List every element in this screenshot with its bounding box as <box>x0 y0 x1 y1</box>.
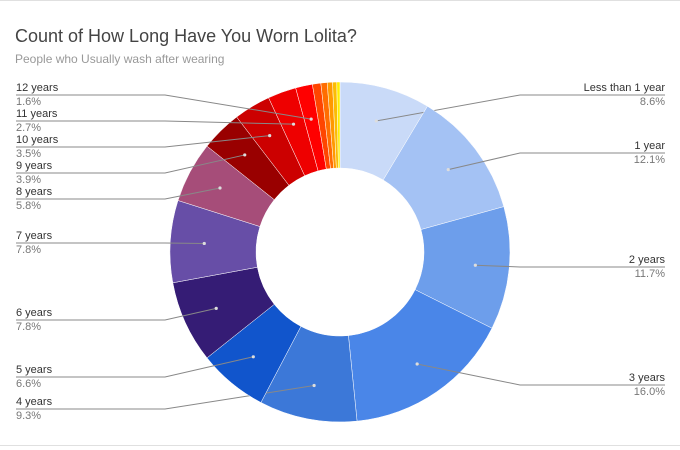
slice-label: 10 years <box>16 134 59 146</box>
slice-percent: 3.5% <box>16 148 41 160</box>
leader-line <box>16 307 217 321</box>
slice-percent: 11.7% <box>635 268 666 280</box>
slice-label: Less than 1 year <box>584 82 666 94</box>
slice-percent: 2.7% <box>16 122 41 134</box>
leader-dot <box>415 362 419 366</box>
slice-percent: 7.8% <box>16 321 41 333</box>
leader-dot <box>214 306 218 310</box>
leader-line <box>16 120 294 125</box>
leader-dot <box>309 117 313 121</box>
slice-percent: 5.8% <box>16 200 41 212</box>
slice-percent: 9.3% <box>16 410 41 422</box>
leader-line <box>16 356 254 378</box>
slice-label: 4 years <box>16 396 53 408</box>
chart-subtitle: People who Usually wash after wearing <box>15 52 224 66</box>
slice-percent: 8.6% <box>640 96 665 108</box>
slice-label: 6 years <box>16 307 53 319</box>
chart-title: Count of How Long Have You Worn Lolita? <box>15 26 357 46</box>
slice-percent: 16.0% <box>634 386 665 398</box>
leader-line <box>448 152 665 171</box>
leader-dot <box>312 383 316 388</box>
slice-label: 5 years <box>16 364 53 376</box>
slice-label: 2 years <box>629 254 666 266</box>
slice-label: 11 years <box>16 108 58 120</box>
slice-label: 3 years <box>629 372 666 384</box>
leader-line <box>16 94 312 120</box>
leader-line <box>417 363 665 386</box>
leader-dot <box>268 133 272 138</box>
leader-dot <box>291 122 296 126</box>
leader-dot <box>218 186 222 190</box>
slice-percent: 3.9% <box>16 174 41 186</box>
slice-label: 1 year <box>634 140 665 152</box>
slice-percent: 7.8% <box>16 244 41 256</box>
slice-label: 9 years <box>16 160 53 172</box>
leader-dot <box>202 241 206 246</box>
leader-dot <box>251 355 255 359</box>
leader-dot <box>473 263 477 267</box>
slice-label: 12 years <box>16 82 59 94</box>
slice-percent: 12.1% <box>634 154 665 166</box>
leader-line <box>16 187 221 200</box>
slice-percent: 6.6% <box>16 378 41 390</box>
leader-dot <box>374 119 378 123</box>
slice-percent: 1.6% <box>16 96 41 108</box>
leader-line <box>16 135 270 148</box>
leader-line <box>475 264 665 268</box>
slice-label: 8 years <box>16 186 53 198</box>
slice-label: 7 years <box>16 230 53 242</box>
donut-slice <box>336 81 341 169</box>
leader-line <box>16 154 245 174</box>
leader-dot <box>446 168 450 172</box>
leader-dot <box>243 153 247 157</box>
